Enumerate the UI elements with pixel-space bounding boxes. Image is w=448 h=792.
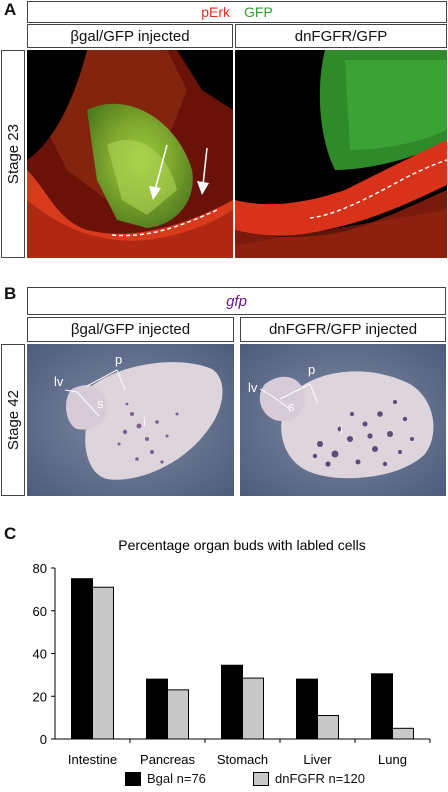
- panel-b-letter: B: [4, 284, 17, 303]
- panel-a-stain-header: pErk GFP: [27, 1, 447, 23]
- y-tick-label: 40: [33, 647, 47, 662]
- panel-b-probe-header: gfp: [27, 287, 446, 315]
- panel-a-col2-header: dnFGFR/GFP: [235, 24, 447, 48]
- bar-dnfgfr-lung: [392, 727, 414, 740]
- micrograph-bgal-gfp-stage23: [27, 50, 233, 258]
- label-lv-right: lv: [248, 380, 258, 395]
- x-tick-label: Pancreas: [140, 752, 195, 767]
- legend-bgal-swatch: [125, 772, 141, 786]
- label-s-right: s: [288, 399, 295, 414]
- x-tick-label: Liver: [303, 752, 332, 767]
- x-tick-label: Lung: [378, 752, 407, 767]
- panel-b-col1-header: βgal/GFP injected: [27, 317, 234, 342]
- legend-dnfgfr-label: dnFGFR n=120: [275, 771, 365, 786]
- panel-a-letter: A: [4, 0, 17, 19]
- y-tick-label: 20: [33, 689, 47, 704]
- perk-stain-label: pErk: [201, 4, 230, 20]
- legend-dnfgfr-swatch: [253, 772, 269, 786]
- x-tick-label: Stomach: [217, 752, 268, 767]
- micrograph-bgal-image: [27, 50, 233, 258]
- y-tick-label: 0: [40, 732, 47, 747]
- bar-bgal-pancreas: [146, 678, 168, 740]
- gfp-stain-label: GFP: [244, 4, 273, 20]
- bar-dnfgfr-intestine: [92, 586, 114, 740]
- panel-a-stage-label: Stage 23: [1, 50, 25, 258]
- y-tick-label: 80: [33, 561, 47, 576]
- bar-dnfgfr-stomach: [242, 677, 264, 740]
- image-dnfgfr-stage42: lv p s i: [240, 344, 446, 496]
- bar-dnfgfr-pancreas: [167, 689, 189, 740]
- x-tick-label: Intestine: [68, 752, 117, 767]
- bar-bgal-stomach: [221, 664, 243, 740]
- panel-a-col1-header: βgal/GFP injected: [27, 24, 233, 48]
- legend-bgal-label: Bgal n=76: [147, 771, 206, 786]
- label-lv-left: lv: [54, 374, 64, 389]
- micrograph-dnfgfr-image: [235, 50, 447, 258]
- bar-bgal-lung: [371, 673, 393, 740]
- label-p-left: p: [115, 352, 123, 367]
- panel-c-letter: C: [4, 524, 17, 543]
- panel-b-col2-header: dnFGFR/GFP injected: [240, 317, 446, 342]
- y-tick-label: 60: [33, 604, 47, 619]
- panel-b-stage-label: Stage 42: [1, 344, 25, 496]
- label-i-right: i: [340, 422, 343, 437]
- bar-bgal-liver: [296, 678, 318, 740]
- image-bgal-gfp-stage42: lv p s i: [27, 344, 234, 496]
- tadpole-dnfgfr-image: [240, 344, 446, 496]
- label-i-left: i: [143, 414, 146, 429]
- label-p-right: p: [308, 362, 316, 377]
- micrograph-dnfgfr-stage23: [235, 50, 447, 258]
- bar-bgal-intestine: [71, 578, 93, 740]
- tadpole-bgal-image: [27, 344, 234, 496]
- chart-title: Percentage organ buds with labled cells: [118, 537, 366, 553]
- label-s-left: s: [97, 396, 104, 411]
- bar-dnfgfr-liver: [317, 714, 339, 740]
